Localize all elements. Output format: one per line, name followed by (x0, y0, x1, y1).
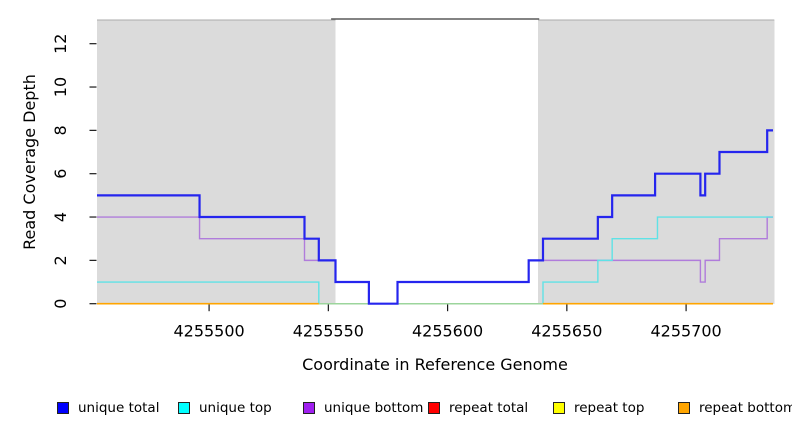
x-tick-label: 4255600 (412, 322, 483, 341)
x-tick-label: 4255650 (531, 322, 602, 341)
y-axis-title: Read Coverage Depth (20, 74, 39, 250)
right-gray-region (538, 20, 775, 305)
y-tick-label: 8 (51, 125, 70, 135)
series-line-unique-total (97, 129, 773, 305)
y-tick-label: 10 (51, 77, 70, 97)
y-tick-label: 0 (51, 299, 70, 309)
x-axis-title: Coordinate in Reference Genome (302, 355, 568, 374)
series-line-unique-top (97, 216, 773, 305)
x-tick-label: 4255700 (650, 322, 721, 341)
y-tick-label: 6 (51, 169, 70, 179)
x-tick-label: 4255500 (173, 322, 244, 341)
y-tick-label: 2 (51, 255, 70, 265)
x-tick-label: 4255550 (293, 322, 364, 341)
y-tick-label: 4 (51, 212, 70, 222)
y-tick-label: 12 (51, 34, 70, 54)
left-gray-region (97, 20, 336, 305)
